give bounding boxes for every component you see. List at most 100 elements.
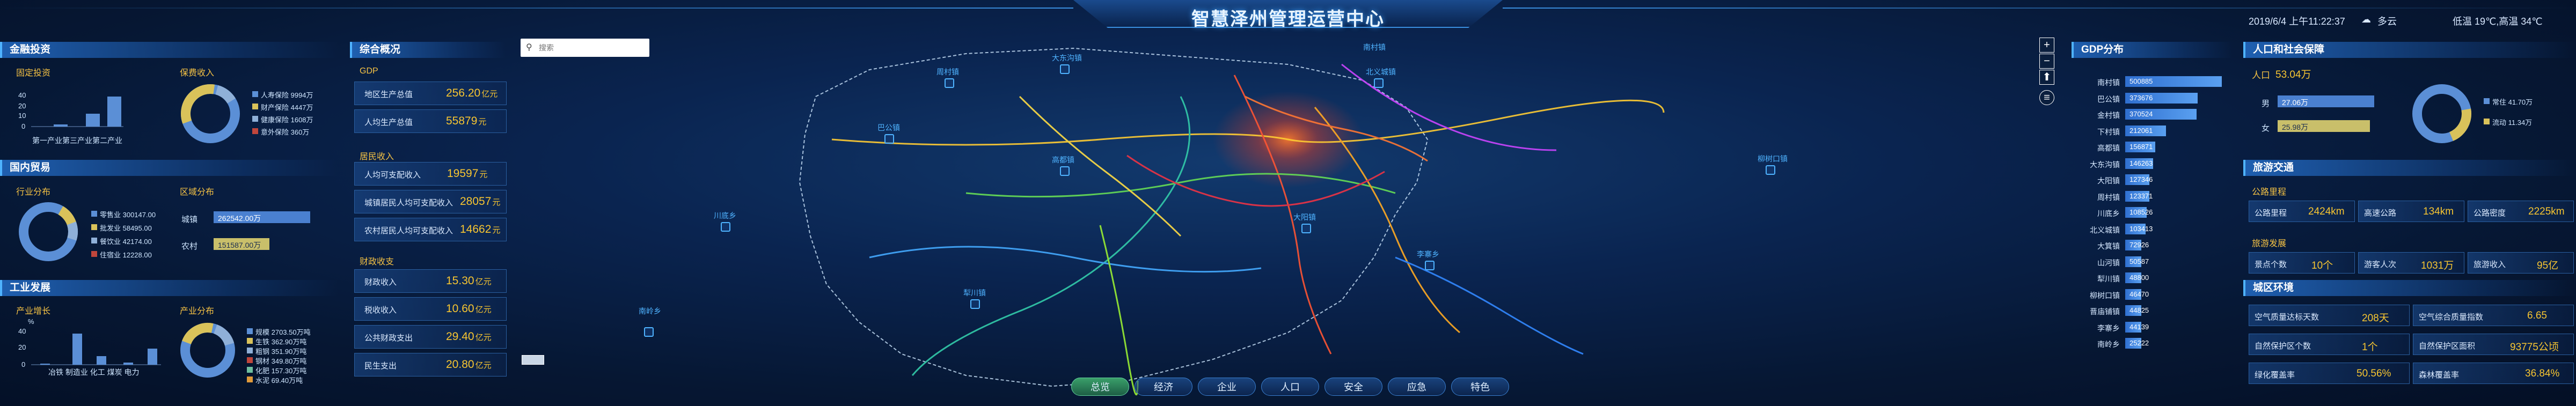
gdp-bar-value: 46470 xyxy=(2129,290,2149,298)
donut-segment xyxy=(19,202,78,261)
map-canvas[interactable] xyxy=(483,32,2072,402)
map-pin-icon[interactable] xyxy=(1374,78,1384,88)
nav-enterprise[interactable]: 企业 xyxy=(1198,378,1256,396)
stat-value: 14662 元 xyxy=(460,223,501,235)
stat-value: 20.80 亿元 xyxy=(446,358,492,371)
map-place-label[interactable]: 大东沟镇 xyxy=(1052,54,1082,62)
nav-emergency[interactable]: 应急 xyxy=(1388,378,1446,396)
stat-row: 地区生产总值 256.20 亿元 xyxy=(354,82,507,105)
nav-population[interactable]: 人口 xyxy=(1261,378,1319,396)
legend-swatch xyxy=(91,251,97,257)
zoom-out-button[interactable]: − xyxy=(2039,54,2054,69)
weather-text: 多云 xyxy=(2377,16,2397,27)
metric-card: 自然保护区个数 1个 xyxy=(2249,334,2410,355)
stat-row: 财政收入 15.30 亿元 xyxy=(354,269,507,293)
gdp-bar-value: 103413 xyxy=(2129,224,2153,233)
header-bar xyxy=(1073,0,1503,28)
gdp-row-label: 柳树口镇 xyxy=(2090,291,2120,300)
legend-item: 常住 41.70万 xyxy=(2492,98,2533,106)
compass-button[interactable]: ⬆ xyxy=(2039,70,2054,85)
legend-swatch xyxy=(252,116,258,122)
growth-categories: 冶铁 制造业 化工 煤炭 电力 xyxy=(48,368,140,377)
metric-card: 景点个数 10个 xyxy=(2249,252,2355,274)
map-place-label[interactable]: 川底乡 xyxy=(714,211,736,220)
header-right-line xyxy=(1503,8,2576,9)
gdp-bar: 373676 xyxy=(2125,92,2198,104)
gdp-bar-value: 212061 xyxy=(2129,126,2153,135)
map-pin-icon[interactable] xyxy=(1060,64,1070,74)
legend-item: 人寿保险 9994万 xyxy=(261,91,313,99)
legend-swatch xyxy=(247,348,253,353)
gdp-row-label: 大箕镇 xyxy=(2097,242,2120,250)
gdp-row-label: 金村镇 xyxy=(2097,111,2120,120)
nav-safety[interactable]: 安全 xyxy=(1324,378,1382,396)
y-tick: 0 xyxy=(21,360,25,368)
map-place-label[interactable]: 犁川镇 xyxy=(963,289,986,297)
metric-card: 公路密度 2225km xyxy=(2468,201,2574,222)
map-pin-icon[interactable] xyxy=(1301,224,1311,233)
map-pin-icon[interactable] xyxy=(945,78,954,88)
nav-overview[interactable]: 总览 xyxy=(1071,378,1129,396)
population-total-value: 53.04万 xyxy=(2275,69,2311,80)
gdp-row-label: 高都镇 xyxy=(2097,144,2120,152)
map-place-label[interactable]: 大阳镇 xyxy=(1293,213,1316,222)
map-place-label[interactable]: 北义城镇 xyxy=(1366,68,1396,76)
gdp-bar-value: 25222 xyxy=(2129,339,2149,347)
zoom-in-button[interactable]: + xyxy=(2039,38,2054,53)
metric-value: 134km xyxy=(2423,206,2454,217)
metric-card: 森林覆盖率 36.84% xyxy=(2413,363,2574,384)
gdp-bar-value: 373676 xyxy=(2129,93,2153,102)
search-icon: ⚲ xyxy=(526,43,532,52)
temperature: 低温 19℃,高温 34℃ xyxy=(2453,16,2543,27)
stat-row: 公共财政支出 29.40 亿元 xyxy=(354,325,507,349)
y-tick: 0 xyxy=(21,122,25,130)
nav-feature[interactable]: 特色 xyxy=(1451,378,1509,396)
stat-key: 民生支出 xyxy=(364,361,397,371)
map-place-label[interactable]: 柳树口镇 xyxy=(1758,154,1788,163)
population-total-label: 人口 xyxy=(2252,70,2270,80)
unit-label: % xyxy=(28,318,34,326)
map-scale xyxy=(522,355,544,365)
legend-item: 生铁 362.90万吨 xyxy=(255,338,307,346)
gdp-bar-value: 127346 xyxy=(2129,175,2153,183)
metric-key: 空气质量达标天数 xyxy=(2255,313,2319,322)
map-place-label[interactable]: 高都镇 xyxy=(1052,156,1074,164)
map-pin-icon[interactable] xyxy=(721,222,730,232)
search-box[interactable]: ⚲ xyxy=(521,39,649,57)
layers-icon[interactable]: ≡ xyxy=(2039,90,2054,105)
map-place-label[interactable]: 巴公镇 xyxy=(877,123,900,132)
map-pin-icon[interactable] xyxy=(1425,261,1435,270)
map-place-label[interactable]: 周村镇 xyxy=(936,68,959,76)
map-place-label[interactable]: 李寨乡 xyxy=(1417,250,1439,259)
gdp-row-label: 大东沟镇 xyxy=(2090,160,2120,169)
map-pin-icon[interactable] xyxy=(1060,166,1070,176)
search-input[interactable] xyxy=(539,41,644,55)
map-place-label[interactable]: 南村镇 xyxy=(1363,43,1386,51)
map-place-label[interactable]: 南岭乡 xyxy=(639,307,661,315)
map-pin-icon[interactable] xyxy=(644,327,654,337)
fiscal-label: 财政收支 xyxy=(360,257,394,267)
gdp-row-label: 晋庙铺镇 xyxy=(2090,307,2120,316)
legend-item: 水泥 69.40万吨 xyxy=(255,377,303,385)
bar xyxy=(54,124,68,127)
nav-economy[interactable]: 经济 xyxy=(1135,378,1192,396)
stat-key: 公共财政支出 xyxy=(364,334,413,343)
y-tick: 20 xyxy=(18,343,26,351)
metric-key: 空气综合质量指数 xyxy=(2419,313,2484,322)
map-pin-icon[interactable] xyxy=(1766,165,1775,175)
insurance-label: 保费收入 xyxy=(180,69,215,78)
stat-key: 农村居民人均可支配收入 xyxy=(364,226,453,235)
map-pin-icon[interactable] xyxy=(970,299,980,309)
legend-item: 财产保险 4447万 xyxy=(261,104,313,112)
legend-swatch xyxy=(252,128,258,134)
gdp-bar: 212061 xyxy=(2125,125,2166,136)
fixed-asset-categories: 第一产业第三产业第二产业 xyxy=(32,136,122,145)
metric-key: 自然保护区个数 xyxy=(2255,342,2311,351)
map-pin-icon[interactable] xyxy=(884,134,894,144)
legend-swatch xyxy=(247,328,253,334)
legend-swatch xyxy=(247,377,253,382)
legend-item: 粗钢 351.90万吨 xyxy=(255,348,307,356)
metric-key: 绿化覆盖率 xyxy=(2255,371,2295,380)
tour-dev-label: 旅游发展 xyxy=(2252,239,2287,248)
metric-key: 自然保护区面积 xyxy=(2419,342,2476,351)
